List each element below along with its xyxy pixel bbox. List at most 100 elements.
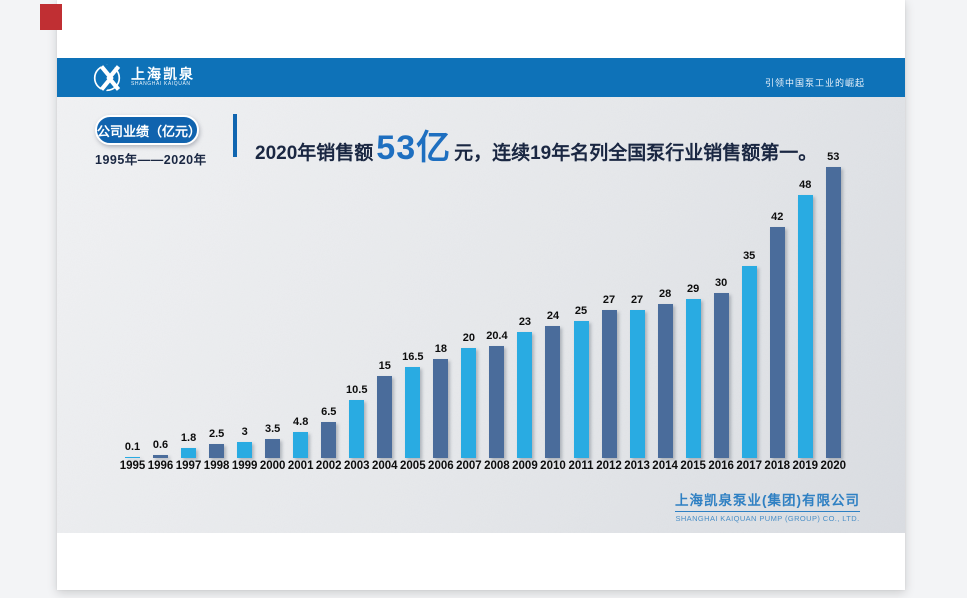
bar-column: 27 (629, 167, 645, 458)
x-tick-label: 2001 (287, 460, 314, 472)
bar-value-label: 10.5 (346, 384, 368, 397)
x-axis-labels: 1995 1996 1997 1998 1999 2000 2001 2002 2003 2004… (120, 460, 847, 472)
bar-2001 (293, 431, 309, 458)
x-tick-label: 2005 (400, 460, 426, 472)
bar-value-label: 3.5 (265, 422, 281, 435)
bar-column: 18 (433, 167, 449, 458)
x-tick-label: 2014 (652, 460, 678, 472)
header-slogan: 引领中国泵工业的崛起 (764, 78, 865, 88)
bar-value-label: 0.6 (152, 438, 169, 451)
bar-2011 (573, 320, 589, 458)
bar-2009 (517, 331, 533, 458)
bar-2004 (377, 375, 393, 458)
bar-column: 20 (461, 167, 477, 458)
x-tick-label: 1999 (231, 460, 258, 472)
bar-value-label: 0.1 (124, 441, 141, 453)
headline-accent-bar (233, 114, 237, 157)
bar-2006 (433, 359, 449, 458)
bar-value-label: 23 (518, 315, 532, 328)
x-tick-label: 2009 (512, 460, 538, 472)
company-logo: 上海凯泉 SHANGHAI KAIQUAN (93, 63, 195, 93)
bar-column: 29 (685, 167, 701, 458)
bar-value-label: 4.8 (293, 415, 309, 428)
year-range-label: 1995年——2020年 (95, 153, 207, 167)
x-tick-label: 2010 (540, 460, 566, 472)
bar-column: 0.6 (153, 167, 168, 458)
bar-value-label: 30 (715, 277, 728, 290)
x-tick-label: 2006 (428, 460, 454, 472)
headline-prefix: 2020年销售额 (255, 143, 374, 164)
bar-value-label: 27 (630, 293, 644, 306)
x-tick-label: 2020 (820, 460, 847, 472)
performance-badge: 公司业绩（亿元） (95, 115, 201, 145)
bar-value-label: 25 (574, 304, 588, 317)
footer-company: 上海凯泉泵业(集团)有限公司 SHANGHAI KAIQUAN PUMP (GR… (675, 489, 860, 523)
bar-column: 16.5 (402, 167, 424, 458)
x-tick-label: 2007 (456, 460, 482, 472)
header-band: 上海凯泉 SHANGHAI KAIQUAN 引领中国泵工业的崛起 (57, 58, 905, 97)
bar-column: 1.8 (181, 167, 196, 458)
bar-2002 (321, 422, 337, 458)
x-tick-label: 2012 (596, 460, 622, 472)
bar-column: 2.5 (209, 167, 224, 458)
headline-highlight: 53亿 (376, 129, 452, 167)
x-tick-label: 1996 (147, 460, 174, 472)
bar-1995 (125, 457, 140, 458)
logo-text-cn: 上海凯泉 (131, 66, 195, 82)
bar-value-label: 18 (434, 343, 447, 356)
bar-2017 (741, 265, 757, 458)
company-name-en: SHANGHAI KAIQUAN PUMP (GROUP) CO., LTD. (675, 514, 860, 523)
bar-1996 (153, 454, 169, 458)
bar-value-label: 24 (546, 310, 560, 323)
bar-column: 27 (601, 167, 617, 458)
bar-column: 6.5 (321, 167, 336, 458)
bar-2020 (825, 167, 841, 458)
slide-page: 上海凯泉 SHANGHAI KAIQUAN 引领中国泵工业的崛起 公司业绩（亿元… (57, 0, 905, 590)
bar-2018 (769, 227, 785, 458)
bar-column: 10.5 (346, 167, 368, 458)
bar-column: 35 (741, 167, 757, 458)
bar-value-label: 15 (378, 359, 391, 372)
bar-2013 (629, 309, 645, 458)
logo-text-en: SHANGHAI KAIQUAN (131, 81, 191, 87)
bar-value-label: 35 (743, 249, 756, 262)
x-tick-label: 1998 (203, 460, 230, 472)
x-tick-label: 2016 (708, 460, 734, 472)
bar-value-label: 6.5 (321, 406, 337, 419)
bar-2005 (405, 367, 421, 458)
bar-value-label: 27 (602, 293, 616, 306)
x-tick-label: 2004 (371, 460, 398, 472)
x-tick-label: 2002 (315, 460, 342, 472)
bar-2007 (461, 348, 477, 458)
bar-value-label: 3 (241, 425, 248, 438)
bar-value-label: 2.5 (208, 428, 225, 441)
bar-column: 42 (769, 167, 785, 458)
bar-value-label: 1.8 (180, 432, 197, 445)
x-tick-label: 2011 (568, 460, 594, 472)
bar-value-label: 29 (687, 282, 700, 295)
logo-text: 上海凯泉 SHANGHAI KAIQUAN (131, 67, 195, 88)
x-tick-label: 2018 (764, 460, 791, 472)
bar-value-label: 20.4 (486, 330, 508, 342)
x-tick-label: 2000 (259, 460, 286, 472)
bar-value-label: 53 (827, 151, 840, 163)
bar-2015 (685, 298, 701, 458)
bar-value-label: 48 (799, 178, 812, 191)
bar-value-label: 16.5 (402, 351, 424, 364)
bar-column: 23 (517, 167, 533, 458)
company-name-cn: 上海凯泉泵业(集团)有限公司 (675, 489, 860, 512)
x-tick-label: 2017 (736, 460, 762, 472)
bar-value-label: 42 (771, 211, 784, 224)
headline: 2020年销售额 53亿 元，连续19年名列全国泵行业销售额第一。 (255, 120, 817, 169)
bar-value-label: 20 (462, 332, 475, 345)
bar-column: 20.4 (486, 167, 508, 458)
bar-value-label: 28 (658, 288, 672, 301)
bar-2000 (265, 438, 281, 458)
bar-2012 (601, 309, 617, 458)
bar-1999 (237, 441, 253, 458)
bar-column: 3 (237, 167, 253, 458)
x-tick-label: 2013 (624, 460, 650, 472)
red-corner-marker (40, 4, 62, 30)
headline-suffix: 元，连续19年名列全国泵行业销售额第一。 (454, 143, 818, 164)
bar-column: 0.1 (125, 167, 140, 458)
